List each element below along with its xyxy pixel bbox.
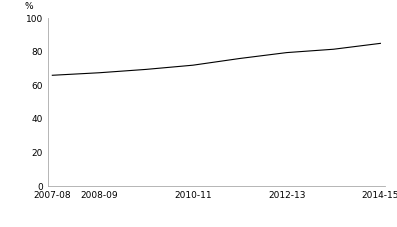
Text: %: % xyxy=(24,2,33,11)
